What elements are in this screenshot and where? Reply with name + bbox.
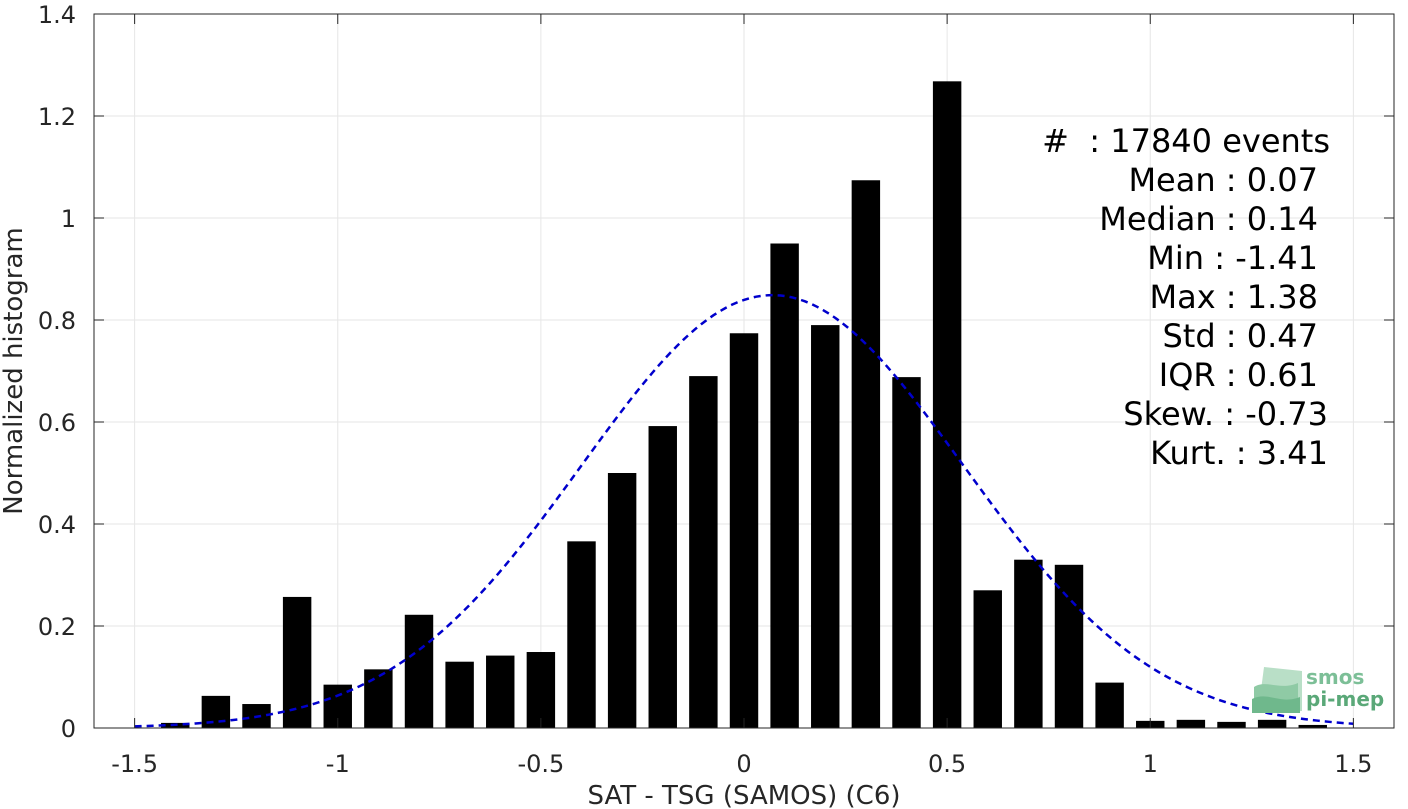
histogram-bar <box>201 695 231 728</box>
x-tick-label: 1 <box>1143 750 1158 778</box>
histogram-bar <box>486 655 515 728</box>
stat-kurt: Kurt. : 3.41 <box>1150 434 1328 472</box>
stat-count: # : 17840 events <box>1042 122 1330 160</box>
histogram-bar <box>729 333 759 728</box>
y-tick-label: 1.4 <box>38 1 76 29</box>
x-axis-label: SAT - TSG (SAMOS) (C6) <box>587 781 900 809</box>
grid-lines <box>94 13 1394 729</box>
y-tick-label: 1.2 <box>38 103 76 131</box>
histogram-bar <box>851 180 881 728</box>
stat-std: Std : 0.47 <box>1162 317 1318 355</box>
histogram-bar <box>689 376 718 728</box>
histogram-bar <box>445 661 474 728</box>
histogram-bar <box>932 81 962 728</box>
x-tick-label: -1.5 <box>111 750 158 778</box>
histogram-bar <box>1054 564 1084 728</box>
histogram-bar <box>364 669 393 728</box>
histogram-bar <box>1095 682 1124 728</box>
statistics-panel: # : 17840 events Mean : 0.07 Median : 0.… <box>1042 122 1330 473</box>
logo-mark-icon <box>1252 667 1302 713</box>
histogram-bar <box>567 541 596 728</box>
histogram-bar <box>282 596 312 728</box>
logo-text-smos: smos <box>1306 665 1365 689</box>
histogram-bar <box>607 473 637 728</box>
x-tick-label: -0.5 <box>517 750 564 778</box>
x-tick-label: 0 <box>736 750 751 778</box>
stat-max: Max : 1.38 <box>1149 278 1318 316</box>
gaussian-fit-curve <box>134 293 1354 728</box>
stat-skew: Skew. : -0.73 <box>1123 395 1328 433</box>
histogram-bar <box>892 377 921 728</box>
histogram-bar <box>1298 724 1327 728</box>
histogram-bar <box>1217 721 1246 728</box>
x-tick-label: 0.5 <box>928 750 966 778</box>
y-tick-label: 0 <box>61 715 76 743</box>
stat-iqr: IQR : 0.61 <box>1158 356 1318 394</box>
histogram-bar <box>770 243 799 728</box>
histogram-bar <box>1014 559 1043 728</box>
histogram-bar <box>1257 719 1287 728</box>
x-tick-label: -1 <box>326 750 350 778</box>
histogram-bar <box>648 426 677 728</box>
axis-ticks: -1.5 -1 -0.5 0 0.5 1 1.5 0 0.2 0.4 0.6 0.8 1 1.2 1.4 <box>38 1 1394 778</box>
smos-pi-mep-logo: smos pi-mep <box>1250 665 1390 715</box>
histogram-bar <box>973 590 1002 728</box>
x-tick-label: 1.5 <box>1334 750 1372 778</box>
y-tick-label: 1 <box>61 205 76 233</box>
y-tick-label: 0.6 <box>38 409 76 437</box>
stat-median: Median : 0.14 <box>1099 200 1318 238</box>
histogram-bar <box>404 614 434 728</box>
stat-min: Min : -1.41 <box>1147 239 1318 277</box>
logo-text-pi-mep: pi-mep <box>1306 687 1385 711</box>
stat-mean: Mean : 0.07 <box>1128 161 1318 199</box>
y-axis-label: Normalized histogram <box>0 227 29 515</box>
y-tick-label: 0.2 <box>38 613 76 641</box>
histogram-bar <box>811 325 840 728</box>
histogram-bar <box>1176 719 1206 728</box>
histogram-bar <box>526 652 556 728</box>
y-tick-label: 0.4 <box>38 511 76 539</box>
y-tick-label: 0.8 <box>38 307 76 335</box>
